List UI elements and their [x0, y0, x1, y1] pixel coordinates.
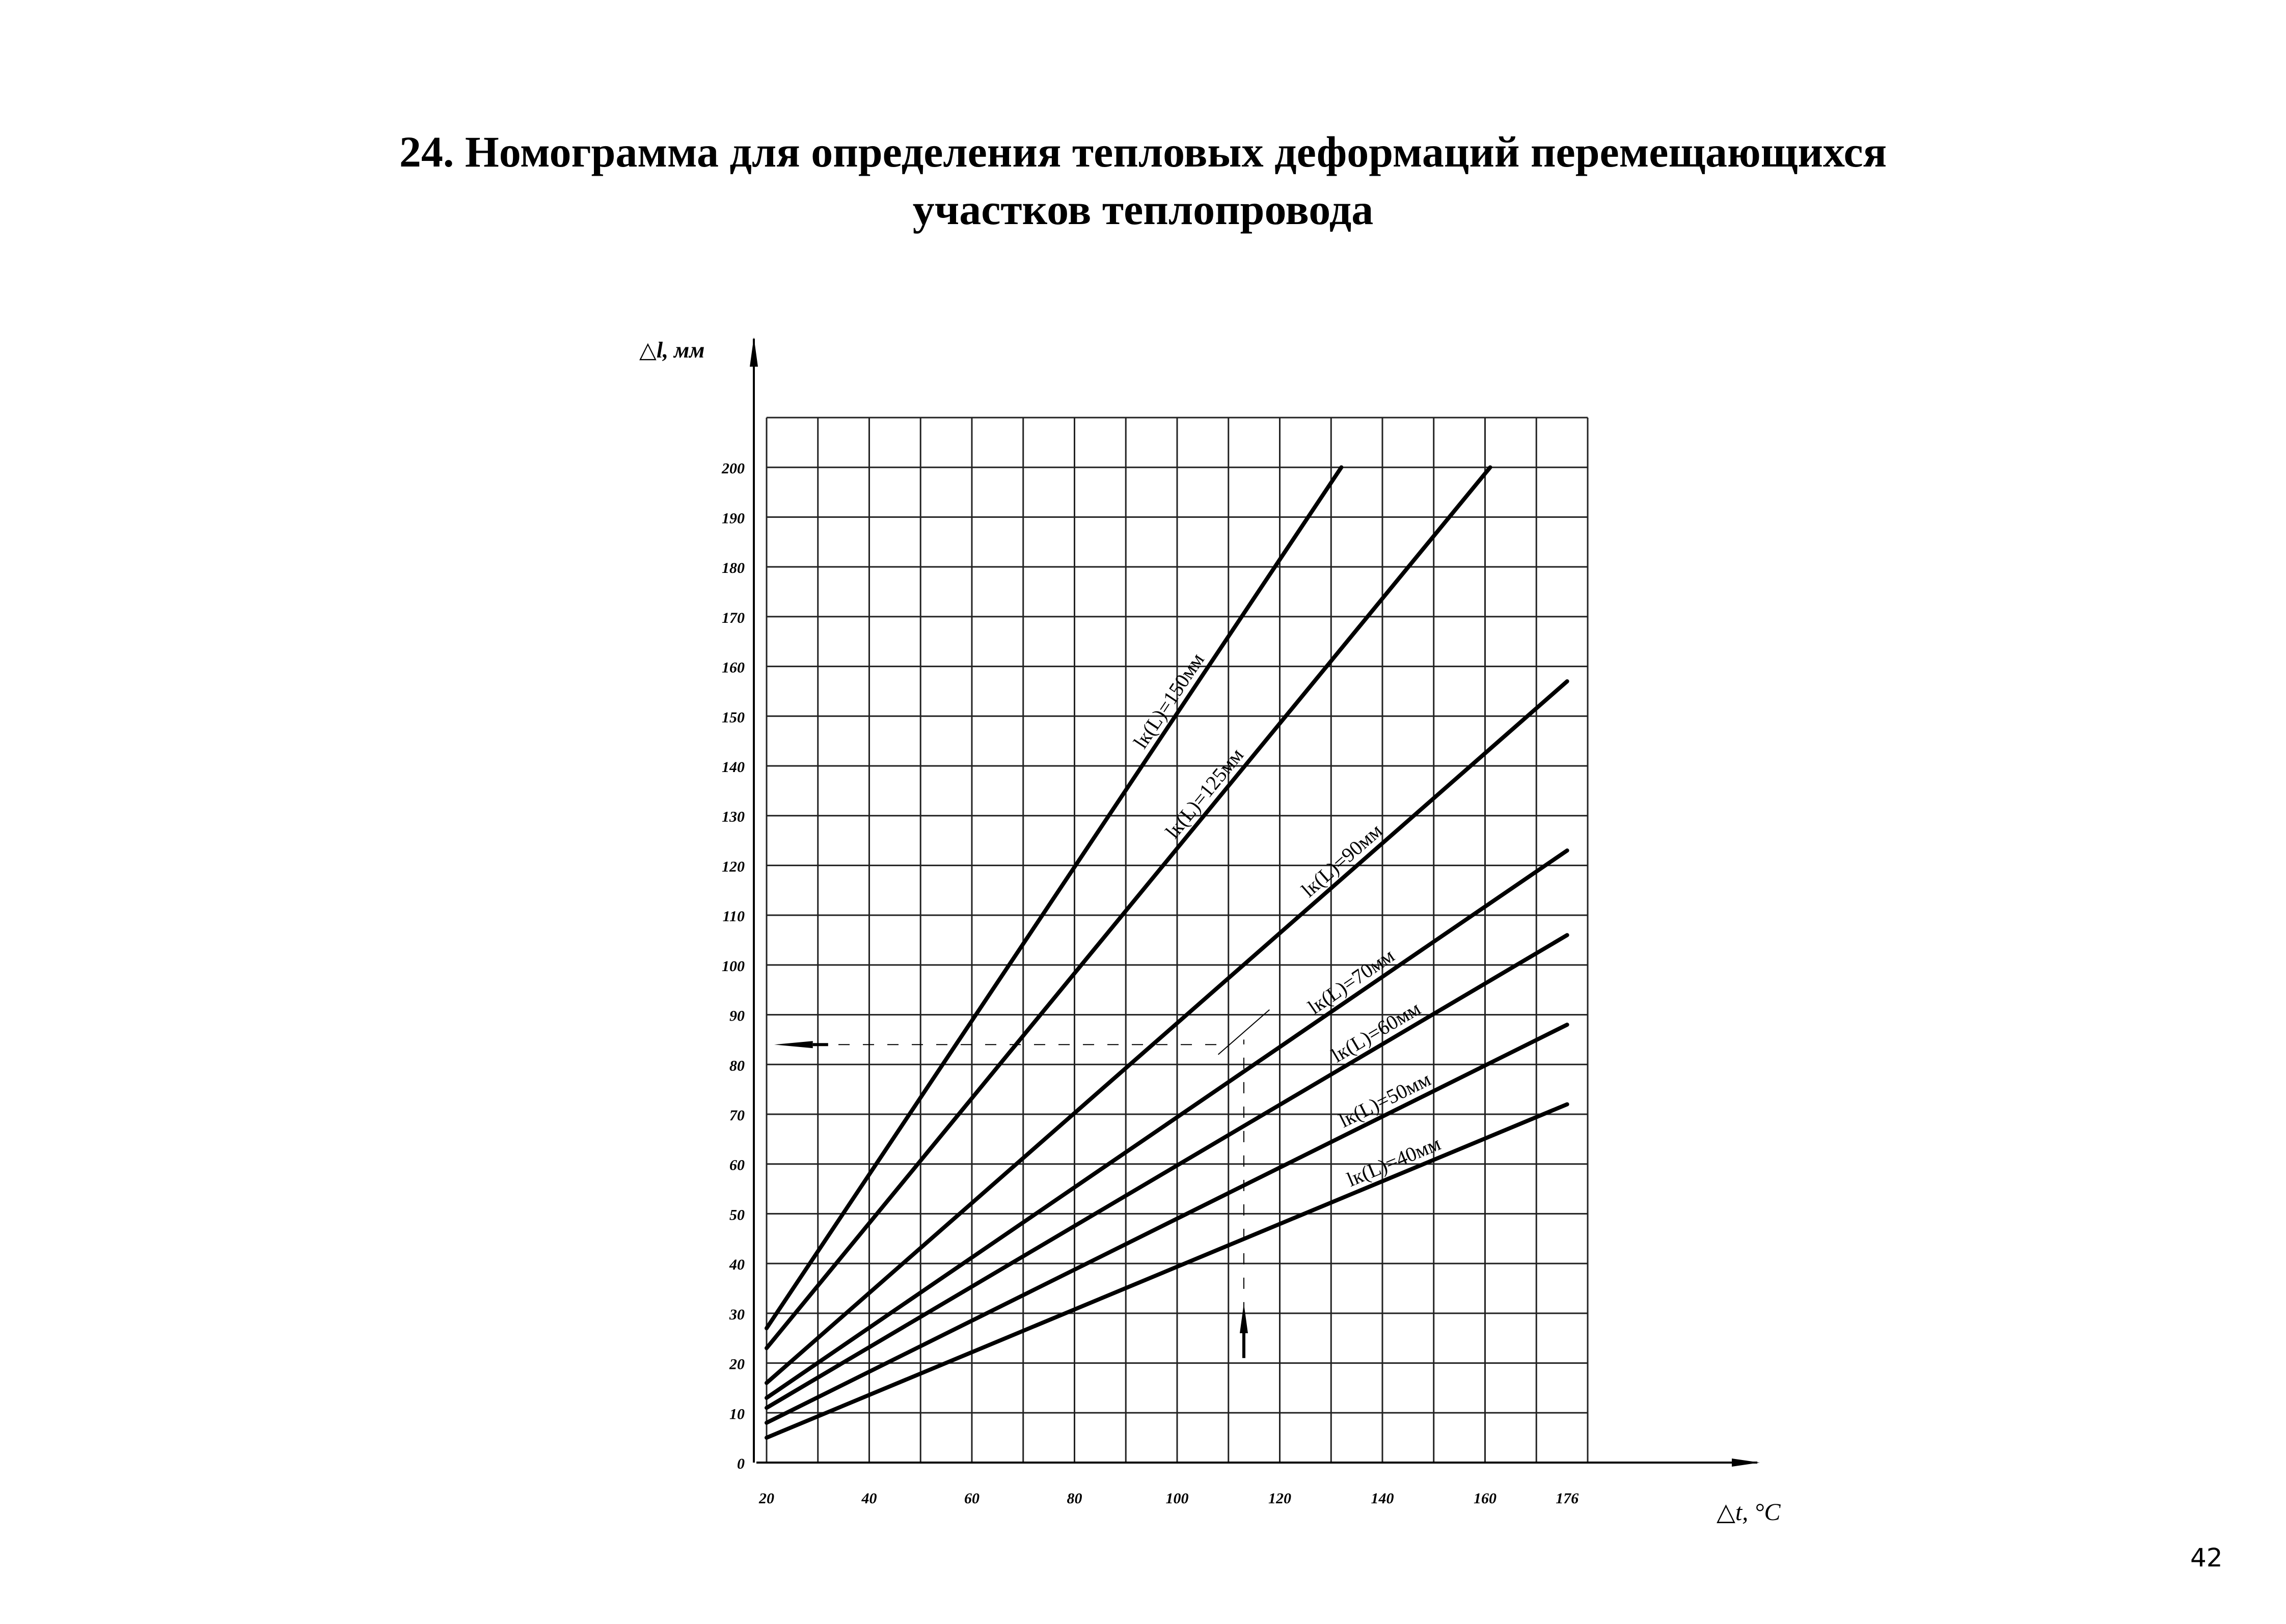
x-tick-label: 100 [1166, 1490, 1189, 1507]
y-tick-label: 50 [729, 1206, 745, 1223]
reading-diagonal-mark [1217, 1009, 1270, 1055]
y-tick-label: 40 [729, 1256, 745, 1273]
x-tick-label: 160 [1474, 1490, 1496, 1507]
y-tick-label: 10 [729, 1406, 745, 1422]
grid [766, 417, 1589, 1464]
y-tick-label: 0 [737, 1455, 745, 1472]
y-tick-label: 140 [722, 759, 745, 776]
x-axis-arrow [1732, 1458, 1760, 1467]
y-tick-label: 90 [729, 1008, 745, 1025]
chart-title-line-2: участков теплопровода [912, 185, 1374, 234]
series-line [765, 933, 1569, 1410]
x-tick-label: 176 [1556, 1490, 1579, 1507]
x-tick-label: 120 [1268, 1490, 1291, 1507]
series-label: lк(L)=90мм [1297, 819, 1386, 901]
y-tick-label: 130 [722, 809, 745, 825]
x-tick-label: 20 [758, 1490, 774, 1507]
y-tick-label: 170 [722, 610, 745, 626]
y-tick-label: 20 [729, 1356, 745, 1373]
up-pointer-arrow [1239, 1303, 1248, 1333]
x-tick-label: 60 [964, 1490, 979, 1507]
series-label: lк(L)=125мм [1161, 744, 1248, 843]
series-label: lк(L)=70мм [1303, 944, 1398, 1019]
series-lines [765, 465, 1569, 1440]
x-axis-label: △t, °C [1717, 1499, 1781, 1526]
series-label: lк(L)=60мм [1327, 997, 1425, 1067]
left-pointer-arrow [774, 1041, 813, 1049]
y-tick-label: 80 [729, 1057, 745, 1074]
y-tick-label: 60 [729, 1157, 745, 1174]
x-tick-label: 40 [861, 1490, 877, 1507]
series-line [765, 465, 1344, 1331]
series-line [765, 1102, 1569, 1440]
y-tick-label: 200 [721, 460, 745, 477]
x-tick-label: 140 [1371, 1490, 1394, 1507]
reading-marks [774, 1009, 1270, 1358]
x-tick-label: 80 [1067, 1490, 1082, 1507]
y-tick-label: 190 [722, 510, 745, 527]
y-axis-arrow [750, 337, 758, 367]
y-tick-label: 100 [722, 958, 745, 975]
y-tick-label: 30 [729, 1306, 745, 1323]
y-tick-label: 70 [729, 1107, 745, 1124]
y-tick-label: 120 [722, 858, 745, 875]
axes [750, 337, 1760, 1467]
series-line [765, 679, 1569, 1385]
chart-title-line-1: 24. Номограмма для определения тепловых … [399, 127, 1887, 176]
y-tick-label: 160 [722, 659, 745, 676]
y-tick-label: 180 [722, 560, 745, 576]
series-label: lк(L)=150мм [1129, 649, 1209, 753]
y-tick-label: 110 [723, 908, 745, 925]
page-number: 42 [2190, 1543, 2223, 1573]
tick-labels: 0 10 20 30 40 50 60 70 80 90 100 110 120 130 140 150 160… [721, 460, 1579, 1507]
y-axis-label: △l, мм [639, 338, 704, 363]
y-tick-label: 150 [722, 709, 745, 726]
series-line [765, 848, 1569, 1400]
series-line [765, 1023, 1569, 1425]
series-line [765, 465, 1492, 1351]
